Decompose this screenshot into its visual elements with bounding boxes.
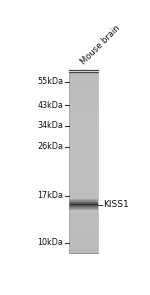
Text: 10kDa: 10kDa [38,238,63,247]
Text: 55kDa: 55kDa [37,78,63,86]
Text: 26kDa: 26kDa [38,142,63,151]
Text: 17kDa: 17kDa [38,191,63,200]
Text: 34kDa: 34kDa [38,121,63,130]
Text: Mouse brain: Mouse brain [79,24,122,66]
Text: KISS1: KISS1 [103,200,129,209]
Text: 43kDa: 43kDa [38,101,63,110]
